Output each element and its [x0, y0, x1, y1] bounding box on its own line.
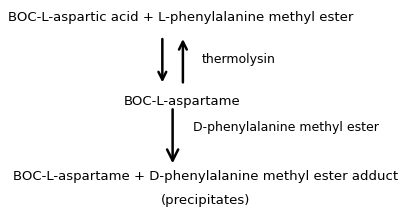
Text: BOC-L-aspartame + D-phenylalanine methyl ester adduct: BOC-L-aspartame + D-phenylalanine methyl… — [13, 170, 398, 183]
Text: thermolysin: thermolysin — [201, 53, 275, 66]
Text: BOC-L-aspartic acid + L-phenylalanine methyl ester: BOC-L-aspartic acid + L-phenylalanine me… — [8, 11, 353, 24]
Text: D-phenylalanine methyl ester: D-phenylalanine methyl ester — [193, 121, 379, 134]
Text: BOC-L-aspartame: BOC-L-aspartame — [123, 95, 240, 108]
Text: (precipitates): (precipitates) — [161, 194, 250, 207]
